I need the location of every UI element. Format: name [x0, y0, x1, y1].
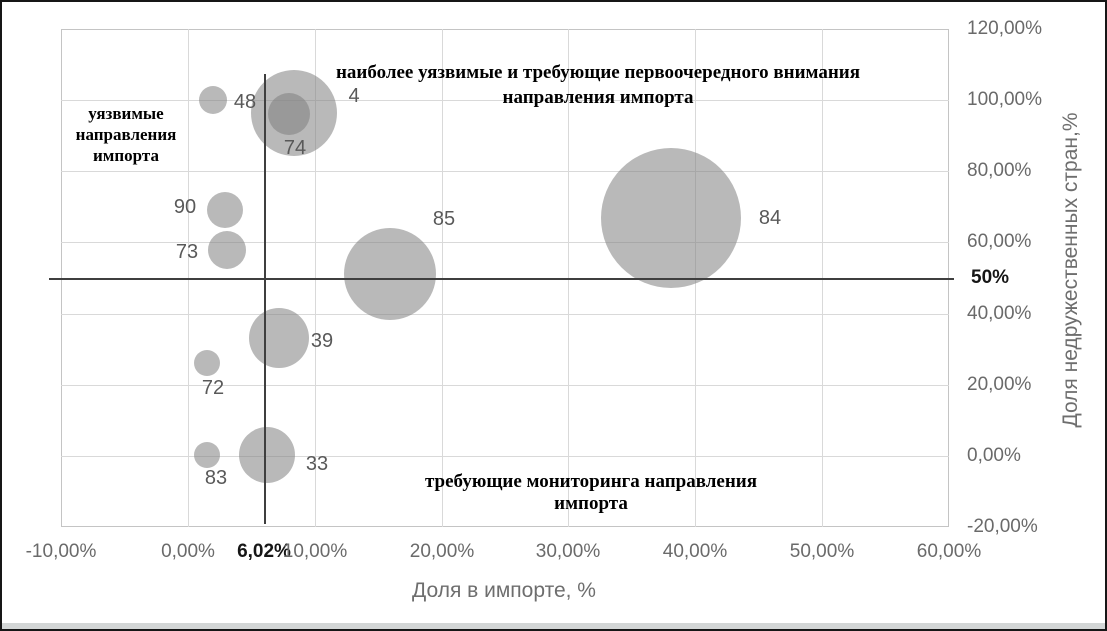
bubble-label-85: 85 [432, 208, 456, 230]
y-tick-label-120,00%: 120,00% [967, 18, 1043, 39]
x-tick-label-50,00%: 50,00% [789, 541, 855, 562]
y-tick-label-60,00%: 60,00% [967, 231, 1032, 252]
reference-line-6-02pct [264, 74, 266, 524]
x-tick-label-10,00%: 10,00% [282, 541, 348, 562]
bubble-39 [249, 308, 309, 368]
bubble-label-73: 73 [175, 241, 199, 263]
y-tick-label-40,00%: 40,00% [967, 303, 1032, 324]
y-tick-label-50%: 50% [971, 267, 1010, 288]
horizontal-gridline [61, 100, 949, 101]
quadrant-label-left: уязвимые направления импорта [66, 103, 186, 166]
x-axis-title: Доля в импорте, % [412, 579, 596, 602]
y-tick-label-80,00%: 80,00% [967, 160, 1032, 181]
horizontal-gridline [61, 171, 949, 172]
bubble-85 [344, 228, 436, 320]
bubble-33 [239, 427, 295, 483]
x-tick-label-40,00%: 40,00% [662, 541, 728, 562]
bubble-74 [268, 93, 310, 135]
y-tick-label-0,00%: 0,00% [967, 445, 1021, 466]
quadrant-label-top-line2: направления импорта [502, 87, 694, 108]
y-axis-title: Доля недружественных стран,% [1059, 112, 1082, 428]
bubble-84 [601, 148, 741, 288]
bubble-90 [207, 192, 243, 228]
horizontal-gridline [61, 314, 949, 315]
bubble-label-4: 4 [348, 85, 360, 107]
bubble-label-72: 72 [201, 377, 225, 399]
bubble-label-90: 90 [173, 196, 197, 218]
x-tick-label--10,00%: -10,00% [25, 541, 97, 562]
horizontal-gridline [61, 385, 949, 386]
reference-line-50pct [49, 278, 954, 280]
bubble-label-48: 48 [233, 91, 257, 113]
bottom-edge-strip [2, 623, 1105, 629]
x-tick-label-30,00%: 30,00% [535, 541, 601, 562]
bubble-73 [208, 231, 246, 269]
bubble-label-83: 83 [204, 467, 228, 489]
horizontal-gridline [61, 242, 949, 243]
quadrant-label-bottom-line1: требующие мониторинга направления импорт… [424, 471, 758, 514]
quadrant-label-top: наиболее уязвимые и требующие первоочере… [278, 60, 918, 110]
bubble-label-33: 33 [305, 453, 329, 475]
y-tick-label-20,00%: 20,00% [967, 374, 1032, 395]
quadrant-label-bottom: требующие мониторинга направления импорт… [391, 471, 791, 515]
horizontal-gridline [61, 456, 949, 457]
bubble-label-74: 74 [283, 137, 307, 159]
x-tick-label-6,02%: 6,02% [237, 541, 291, 562]
x-tick-label-20,00%: 20,00% [409, 541, 475, 562]
quadrant-label-left-line3: импорта [93, 146, 159, 165]
bubble-72 [194, 350, 220, 376]
x-tick-label-60,00%: 60,00% [916, 541, 982, 562]
quadrant-label-top-line1: наиболее уязвимые и требующие первоочере… [335, 62, 861, 83]
quadrant-label-left-line2: направления [75, 125, 177, 144]
bubble-48 [199, 86, 227, 114]
y-tick-label--20,00%: -20,00% [967, 516, 1038, 537]
bubble-83 [194, 442, 220, 468]
bubble-label-84: 84 [758, 207, 782, 229]
x-tick-label-0,00%: 0,00% [161, 541, 215, 562]
bubble-label-39: 39 [310, 330, 334, 352]
y-tick-label-100,00%: 100,00% [967, 89, 1043, 110]
quadrant-label-left-line1: уязвимые [88, 104, 164, 123]
